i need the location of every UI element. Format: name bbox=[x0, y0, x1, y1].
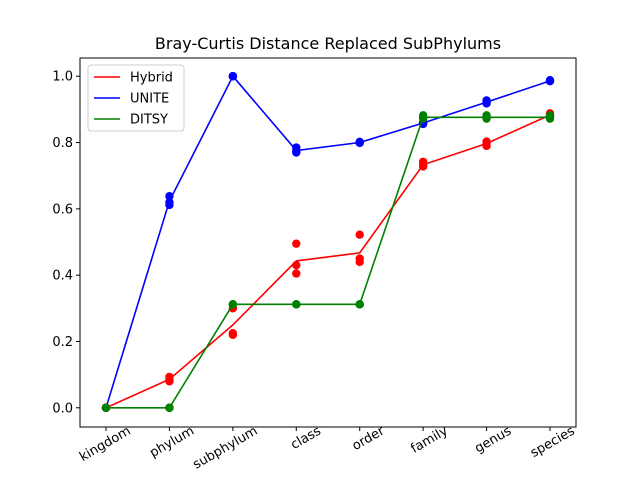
data-point-hybrid bbox=[355, 257, 364, 267]
data-point-ditsy bbox=[292, 300, 301, 309]
data-point-unite bbox=[545, 76, 555, 86]
data-point-unite bbox=[165, 192, 174, 201]
data-point-unite bbox=[482, 97, 491, 107]
data-point-ditsy bbox=[482, 114, 491, 123]
data-point-unite bbox=[292, 146, 301, 156]
data-point-hybrid bbox=[292, 269, 301, 278]
data-point-ditsy bbox=[165, 403, 174, 412]
series-line-ditsy bbox=[106, 116, 550, 409]
y-tick-label: 1.0 bbox=[52, 70, 73, 85]
data-point-unite bbox=[228, 72, 238, 81]
y-tick-label: 0.8 bbox=[52, 136, 73, 151]
data-point-unite bbox=[355, 138, 364, 148]
legend: Hybrid UNITE DITSY bbox=[87, 64, 185, 132]
data-point-hybrid bbox=[292, 261, 301, 270]
data-point-hybrid bbox=[418, 160, 428, 169]
y-tick-label: 0.6 bbox=[52, 202, 73, 217]
y-tick-label: 0.2 bbox=[52, 335, 73, 350]
data-point-hybrid bbox=[228, 330, 238, 340]
legend-label-unite: UNITE bbox=[130, 92, 169, 107]
data-point-hybrid bbox=[355, 230, 364, 239]
data-point-unite bbox=[165, 198, 174, 207]
axes-frame bbox=[79, 57, 577, 428]
legend-label-hybrid: Hybrid bbox=[130, 71, 173, 86]
data-point-hybrid bbox=[165, 375, 174, 384]
chart-title: Bray-Curtis Distance Replaced SubPhylums bbox=[155, 34, 501, 53]
legend-box bbox=[87, 64, 185, 132]
data-point-hybrid bbox=[482, 139, 491, 148]
data-point-hybrid bbox=[292, 239, 301, 248]
data-point-ditsy bbox=[101, 403, 111, 412]
y-tick-label: 0.0 bbox=[52, 401, 73, 416]
series-line-unite bbox=[105, 74, 551, 409]
data-point-ditsy bbox=[355, 300, 364, 309]
series-line-hybrid bbox=[105, 114, 551, 409]
data-point-ditsy bbox=[418, 114, 428, 123]
y-tick-label: 0.4 bbox=[52, 269, 73, 284]
data-point-ditsy bbox=[545, 114, 555, 123]
legend-label-ditsy: DITSY bbox=[130, 113, 168, 128]
data-point-ditsy bbox=[228, 300, 238, 309]
